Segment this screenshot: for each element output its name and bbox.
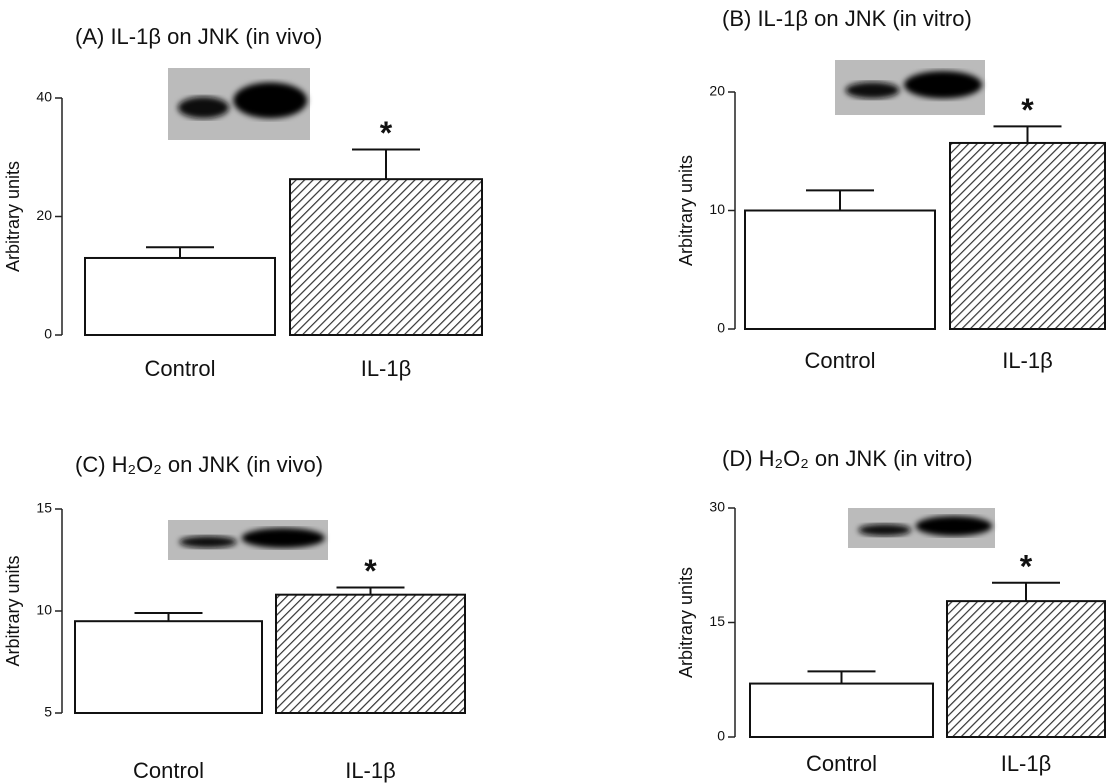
y-axis-label: Arbitrary units (676, 155, 696, 266)
bar (75, 621, 262, 713)
x-tick-label: IL-1β (1002, 348, 1053, 373)
y-tick-label: 40 (36, 89, 52, 105)
bar (745, 211, 935, 330)
bar (85, 258, 275, 335)
y-axis-label: Arbitrary units (3, 161, 23, 272)
y-tick-label: 15 (709, 613, 725, 629)
y-axis-label: Arbitrary units (3, 555, 23, 666)
panel-title: (A) IL-1β on JNK (in vivo) (75, 24, 322, 49)
significance-marker: * (380, 115, 393, 151)
y-tick-label: 10 (36, 602, 52, 618)
panel: (D) H₂O₂ on JNK (in vitro) Arbitrary unit… (676, 446, 1105, 776)
x-tick-label: IL-1β (345, 758, 396, 783)
y-tick-label: 0 (717, 320, 725, 336)
blot-band (846, 82, 900, 99)
bar (950, 143, 1105, 329)
panel: (B) IL-1β on JNK (in vitro) Arbitrary uni… (676, 6, 1105, 373)
bar (276, 595, 465, 713)
y-axis-label: Arbitrary units (676, 567, 696, 678)
panel-title: (D) H₂O₂ on JNK (in vitro) (722, 446, 973, 471)
panel: (C) H₂O₂ on JNK (in vivo) Arbitrary units… (3, 452, 465, 783)
bar (947, 601, 1105, 737)
blot-band (904, 71, 982, 99)
y-tick-label: 10 (709, 201, 725, 217)
x-tick-label: Control (145, 356, 216, 381)
x-tick-label: Control (133, 758, 204, 783)
panel-title: (B) IL-1β on JNK (in vitro) (722, 6, 972, 31)
panel: (A) IL-1β on JNK (in vivo) Arbitrary unit… (3, 24, 482, 381)
figure: (A) IL-1β on JNK (in vivo) Arbitrary unit… (0, 0, 1108, 783)
significance-marker: * (1021, 92, 1034, 128)
y-tick-label: 0 (717, 728, 725, 744)
significance-marker: * (364, 553, 377, 589)
significance-marker: * (1020, 548, 1033, 584)
bar (750, 684, 933, 737)
x-tick-label: IL-1β (1001, 751, 1052, 776)
blot-band (233, 82, 307, 118)
y-tick-label: 0 (44, 326, 52, 342)
y-tick-label: 20 (709, 83, 725, 99)
bar (290, 179, 482, 335)
blot-band (916, 516, 992, 536)
y-tick-label: 20 (36, 207, 52, 223)
x-tick-label: Control (805, 348, 876, 373)
blot-band (179, 536, 237, 548)
y-tick-label: 15 (36, 500, 52, 516)
panel-title: (C) H₂O₂ on JNK (in vivo) (75, 452, 323, 477)
x-tick-label: IL-1β (361, 356, 412, 381)
y-tick-label: 30 (709, 499, 725, 515)
blot-band (242, 528, 325, 548)
x-tick-label: Control (806, 751, 877, 776)
blot-band (858, 524, 911, 536)
y-tick-label: 5 (44, 704, 52, 720)
blot-band (178, 97, 229, 119)
